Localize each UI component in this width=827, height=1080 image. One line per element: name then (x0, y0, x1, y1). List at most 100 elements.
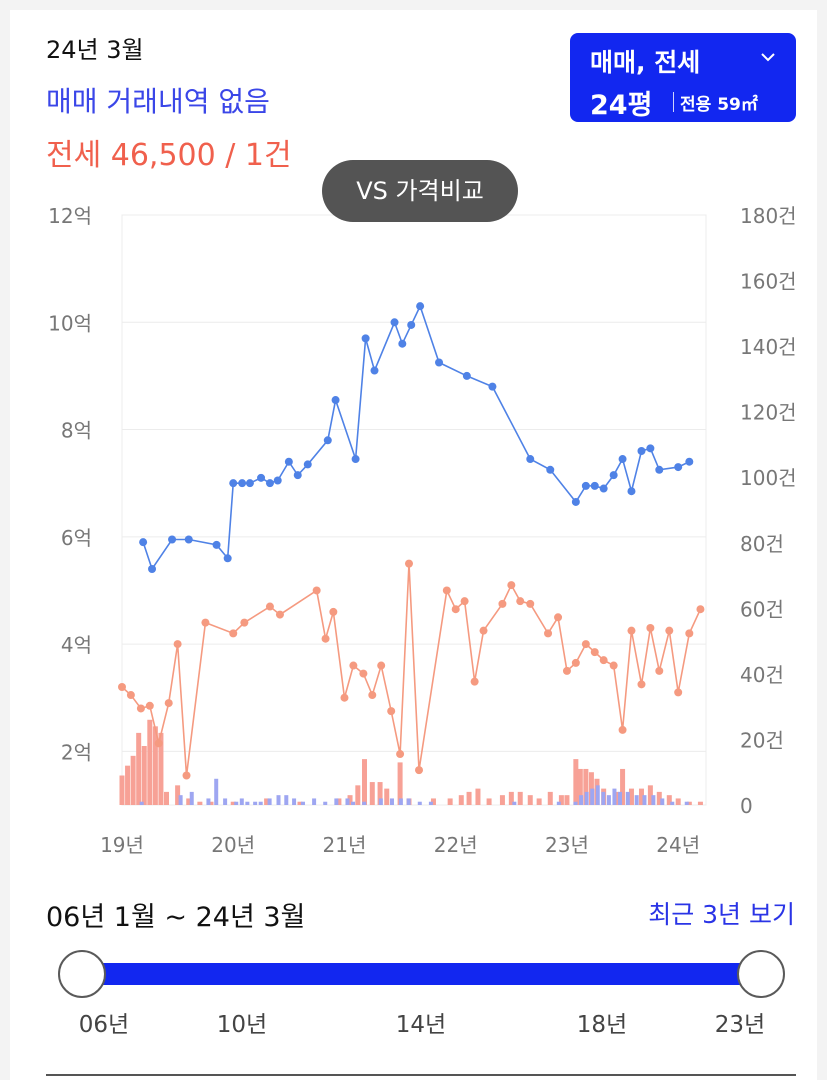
sale-volume-bar (245, 801, 250, 805)
x-tick-label: 22년 (434, 833, 478, 857)
jeonse-price-point (637, 680, 646, 689)
sale-volume-bar (417, 801, 422, 805)
slider-tick: 10년 (216, 1012, 268, 1038)
sale-price-point (212, 540, 221, 549)
sale-volume-bar (258, 801, 263, 805)
jeonse-volume-bar (577, 768, 583, 805)
jeonse-price-point (329, 607, 338, 616)
size-pyeong: 24평 (590, 90, 653, 121)
x-tick-label: 21년 (323, 833, 367, 857)
sale-volume-bar (214, 778, 219, 805)
jeonse-price-point (145, 701, 154, 710)
sale-price-point (627, 487, 636, 496)
period-slider-start-handle[interactable] (58, 950, 106, 998)
sale-price-point (674, 463, 683, 472)
sale-volume-bar (300, 801, 305, 805)
jeonse-price-point (470, 677, 479, 686)
x-tick-label: 23년 (545, 833, 589, 857)
sale-price-point (148, 565, 157, 573)
jeonse-price-point (442, 586, 451, 595)
jeonse-price-point (609, 661, 618, 670)
jeonse-volume-bar (564, 795, 570, 805)
price-compare-button[interactable]: VS 가격비교 (322, 160, 518, 222)
slider-tick: 18년 (576, 1012, 628, 1038)
y-left-tick-label: 4억 (61, 633, 92, 657)
jeonse-volume-bar (136, 732, 142, 805)
jeonse-price-point (599, 656, 608, 665)
trade-type-label: 매매, 전세 (590, 48, 701, 77)
jeonse-volume-bar (620, 768, 626, 805)
sale-volume-bar (189, 791, 194, 805)
jeonse-price-point (627, 626, 636, 635)
jeonse-price-point (685, 629, 694, 638)
sale-volume-bar (590, 788, 595, 805)
jeonse-price-point (182, 771, 191, 780)
period-range-label: 06년 1월 ~ 24년 3월 (46, 902, 306, 933)
jeonse-volume-bar (486, 798, 492, 805)
frame-left (0, 0, 10, 1080)
jeonse-price-point (396, 750, 405, 759)
jeonse-volume-bar (377, 782, 383, 805)
jeonse-volume-bar (147, 719, 153, 805)
sale-price-point (398, 339, 407, 348)
sale-volume-bar (670, 801, 675, 805)
sale-volume-bar (512, 801, 517, 805)
trade-type-selector[interactable]: 매매, 전세 24평 전용 59㎡ (570, 33, 796, 122)
jeonse-price-point (646, 624, 655, 632)
y-left-tick-label: 10억 (48, 311, 92, 335)
sale-volume-bar (284, 795, 289, 805)
sale-price-point (361, 334, 370, 343)
jeonse-volume-bar (141, 746, 147, 805)
jeonse-price-point (240, 618, 249, 627)
sale-volume-bar (584, 791, 589, 805)
jeonse-price-point (136, 704, 145, 713)
sale-price-point (390, 318, 399, 327)
chevron-down-icon (761, 53, 775, 62)
frame-top (10, 0, 827, 10)
jeonse-volume-bar (508, 791, 514, 805)
jeonse-price-point (655, 666, 664, 675)
sale-volume-bar (660, 798, 665, 805)
jeonse-price-point (118, 683, 126, 691)
jeonse-volume-bar (397, 762, 403, 805)
jeonse-price-point (507, 581, 516, 590)
sale-price-point (435, 358, 444, 367)
period-slider-end-handle[interactable] (737, 950, 785, 998)
sale-price-point (685, 457, 694, 466)
y-left-tick-label: 12억 (48, 204, 92, 228)
sale-price-line (142, 304, 690, 571)
jeonse-price-point (526, 599, 535, 608)
jeonse-volume-bar (336, 798, 342, 805)
sale-volume-bar (398, 798, 403, 805)
jeonse-volume-bar (175, 785, 181, 805)
period-slider-track[interactable] (82, 963, 782, 985)
sale-price-point (590, 481, 599, 490)
jeonse-price-point (665, 626, 674, 635)
jeonse-price-point (451, 605, 460, 614)
sale-price-point (229, 479, 238, 488)
plot-area (121, 214, 707, 806)
sale-price-point (546, 465, 555, 474)
sale-price-point (526, 455, 535, 464)
sale-price-point (257, 473, 266, 482)
sale-price-point (581, 481, 590, 490)
jeonse-volume-bar (536, 798, 542, 805)
sale-price-point (293, 471, 302, 480)
jeonse-volume-bar (208, 801, 214, 805)
jeonse-price-point (554, 613, 563, 622)
jeonse-volume-bar (573, 759, 579, 805)
jeonse-volume-bar (697, 801, 703, 805)
jeonse-volume-bar (614, 791, 620, 805)
slider-tick: 14년 (395, 1012, 447, 1038)
recent-3-years-link[interactable]: 최근 3년 보기 (648, 900, 795, 929)
jeonse-price-point (387, 707, 396, 716)
sale-volume-bar (206, 798, 211, 805)
jeonse-volume-bar (647, 785, 653, 805)
sale-volume-bar (634, 795, 639, 805)
sale-price-point (609, 471, 618, 480)
sale-volume-bar (642, 795, 647, 805)
jeonse-volume-bar (475, 788, 481, 805)
jeonse-volume-bar (361, 759, 367, 805)
sale-volume-bar (323, 801, 328, 805)
jeonse-volume-bar (297, 801, 303, 805)
